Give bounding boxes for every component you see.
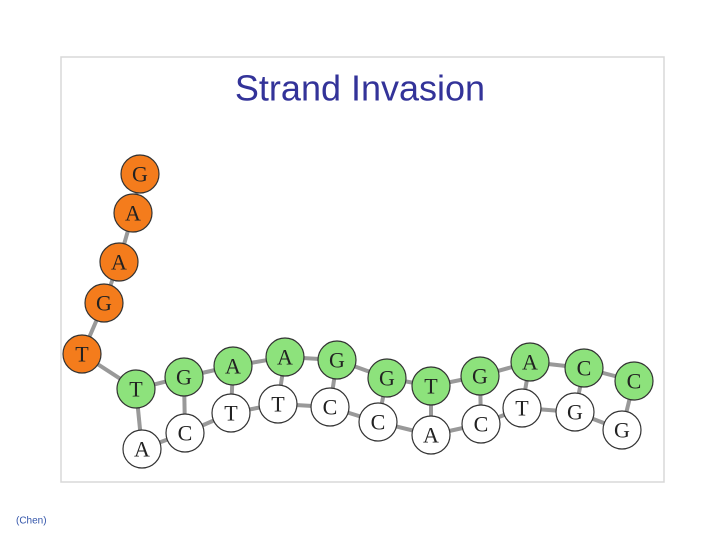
- citation: (Chen): [16, 516, 47, 527]
- base-node: C: [358, 402, 398, 442]
- base-label: C: [474, 412, 489, 437]
- base-circle: [165, 413, 205, 453]
- base-node: A: [213, 346, 253, 386]
- base-circle: [564, 348, 604, 388]
- base-label: T: [75, 342, 89, 367]
- base-node: G: [164, 357, 204, 397]
- base-node: T: [62, 334, 102, 374]
- base-circle: [502, 388, 542, 428]
- base-node: C: [564, 348, 604, 388]
- base-label: A: [277, 345, 293, 370]
- base-circle: [317, 340, 357, 380]
- base-label: T: [515, 396, 529, 421]
- base-circle: [460, 356, 500, 396]
- base-node: C: [310, 387, 350, 427]
- base-node: G: [120, 154, 160, 194]
- base-circle: [213, 346, 253, 386]
- base-node: A: [510, 342, 550, 382]
- base-label: A: [522, 350, 538, 375]
- base-label: A: [134, 437, 150, 462]
- base-circle: [62, 334, 102, 374]
- base-circle: [258, 384, 298, 424]
- base-label: G: [329, 348, 345, 373]
- base-label: T: [129, 377, 143, 402]
- base-label: G: [614, 418, 630, 443]
- base-label: A: [111, 250, 127, 275]
- base-label: G: [96, 291, 112, 316]
- base-circle: [367, 358, 407, 398]
- base-label: G: [176, 365, 192, 390]
- base-circle: [265, 337, 305, 377]
- base-node: G: [84, 283, 124, 323]
- base-node: G: [317, 340, 357, 380]
- base-label: A: [225, 354, 241, 379]
- base-circle: [120, 154, 160, 194]
- base-circle: [113, 193, 153, 233]
- base-circle: [510, 342, 550, 382]
- base-node: A: [265, 337, 305, 377]
- base-label: C: [371, 410, 386, 435]
- base-label: C: [178, 421, 193, 446]
- base-label: A: [423, 423, 439, 448]
- base-label: G: [472, 364, 488, 389]
- base-node: C: [165, 413, 205, 453]
- base-circle: [555, 392, 595, 432]
- base-circle: [99, 242, 139, 282]
- base-node: T: [116, 369, 156, 409]
- base-node: T: [502, 388, 542, 428]
- base-label: T: [424, 374, 438, 399]
- base-circle: [411, 415, 451, 455]
- base-circle: [310, 387, 350, 427]
- base-circle: [602, 410, 642, 450]
- base-circle: [411, 366, 451, 406]
- base-circle: [122, 429, 162, 469]
- base-node: A: [113, 193, 153, 233]
- base-node: G: [460, 356, 500, 396]
- base-label: C: [577, 356, 592, 381]
- base-node: G: [555, 392, 595, 432]
- base-circle: [164, 357, 204, 397]
- base-label: T: [271, 392, 285, 417]
- base-label: C: [323, 395, 338, 420]
- base-node: G: [367, 358, 407, 398]
- base-node: T: [211, 393, 251, 433]
- base-circle: [461, 404, 501, 444]
- base-circle: [211, 393, 251, 433]
- base-label: C: [627, 369, 642, 394]
- base-node: C: [614, 361, 654, 401]
- slide-title: Strand Invasion: [235, 68, 485, 109]
- base-label: G: [132, 162, 148, 187]
- base-node: T: [258, 384, 298, 424]
- base-node: C: [461, 404, 501, 444]
- base-node: A: [122, 429, 162, 469]
- base-label: G: [379, 366, 395, 391]
- base-node: A: [411, 415, 451, 455]
- base-circle: [116, 369, 156, 409]
- base-label: G: [567, 400, 583, 425]
- base-node: T: [411, 366, 451, 406]
- base-label: T: [224, 401, 238, 426]
- base-label: A: [125, 201, 141, 226]
- base-circle: [614, 361, 654, 401]
- base-node: G: [602, 410, 642, 450]
- base-circle: [84, 283, 124, 323]
- base-circle: [358, 402, 398, 442]
- base-node: A: [99, 242, 139, 282]
